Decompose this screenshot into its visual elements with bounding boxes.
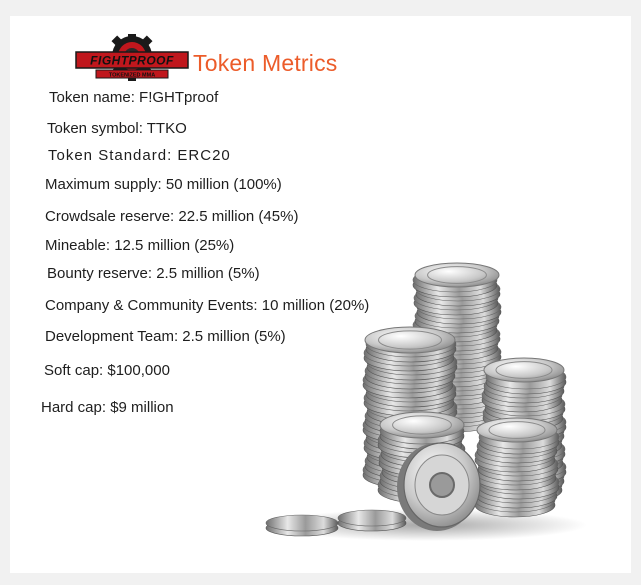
stack-front-left-top	[379, 411, 465, 439]
fightproof-logo: FIGHTPROOF TOKENIZED MMA	[75, 34, 189, 81]
metric-hard-cap: Hard cap: $9 million	[41, 399, 174, 416]
page-title: Token Metrics	[193, 50, 338, 76]
metric-bounty-reserve: Bounty reserve: 2.5 million (5%)	[47, 265, 260, 282]
stack-left-top	[364, 326, 456, 354]
loose-coin	[337, 509, 407, 532]
loose-coin	[265, 514, 339, 537]
silver-coins-stack-icon	[265, 262, 587, 541]
metric-development-team: Development Team: 2.5 million (5%)	[45, 328, 286, 345]
metric-company-events: Company & Community Events: 10 million (…	[45, 297, 370, 314]
metric-token-symbol: Token symbol: TTKO	[47, 120, 187, 137]
stack-back-tall-top	[414, 262, 500, 288]
logo-text: FIGHTPROOF	[90, 54, 174, 68]
metric-crowdsale-reserve: Crowdsale reserve: 22.5 million (45%)	[45, 208, 299, 225]
upright-coin	[397, 442, 481, 531]
metric-soft-cap: Soft cap: $100,000	[44, 362, 170, 379]
metric-token-name: Token name: F!GHTproof	[49, 89, 219, 106]
metric-token-standard: Token Standard: ERC20	[48, 147, 231, 164]
stack-front-right-top	[476, 417, 558, 443]
stack-right-top	[483, 357, 565, 383]
metric-mineable: Mineable: 12.5 million (25%)	[45, 237, 235, 254]
metric-maximum-supply: Maximum supply: 50 million (100%)	[45, 176, 282, 193]
logo-subtext: TOKENIZED MMA	[109, 73, 155, 79]
